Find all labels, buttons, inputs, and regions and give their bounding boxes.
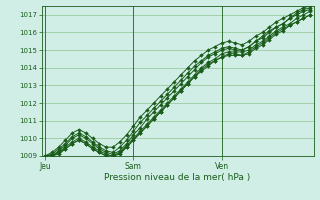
X-axis label: Pression niveau de la mer( hPa ): Pression niveau de la mer( hPa ) — [104, 173, 251, 182]
